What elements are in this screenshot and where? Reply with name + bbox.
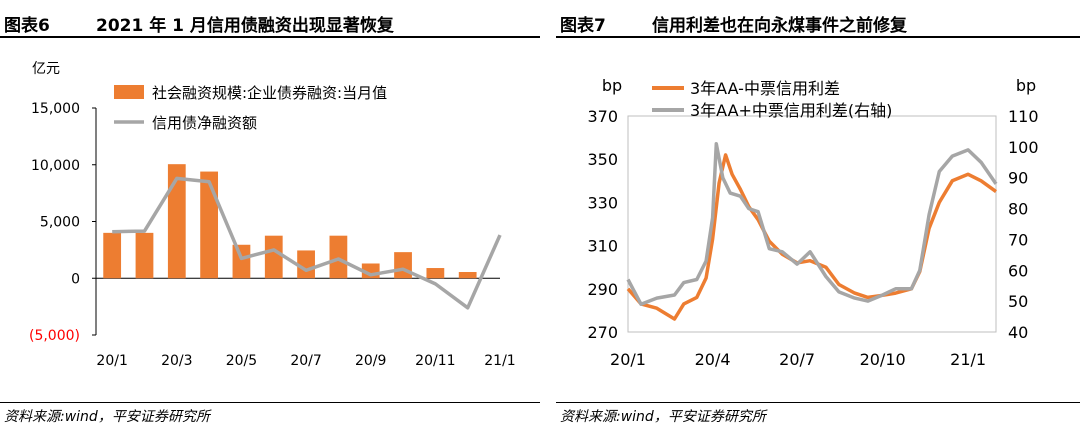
x-tick-label: 20/11 xyxy=(415,353,455,369)
figure-6-source-row: 资料来源:wind，平安证券研究所 xyxy=(0,402,540,427)
y-left-tick-label: 350 xyxy=(587,150,618,169)
figure-6-label: 图表6 xyxy=(4,16,50,36)
y-right-unit: bp xyxy=(1016,76,1036,95)
bar-20/6 xyxy=(264,235,283,279)
y-tick-label: 10,000 xyxy=(31,158,80,174)
y-axis-unit: 亿元 xyxy=(32,61,60,77)
y-right-tick-label: 110 xyxy=(1008,107,1039,126)
bar-20/5 xyxy=(232,244,251,279)
figure-7-title: 信用利差也在向永煤事件之前修复 xyxy=(652,16,907,36)
x-tick-label: 20/4 xyxy=(695,350,731,369)
x-tick-label: 20/5 xyxy=(226,353,257,369)
y-left-tick-label: 310 xyxy=(587,237,618,256)
legend-label-bar: 社会融资规模:企业债券融资:当月值 xyxy=(152,84,387,102)
y-left-tick-label: 370 xyxy=(587,107,618,126)
figure-6-source: 资料来源:wind，平安证券研究所 xyxy=(4,409,210,425)
legend-label-aa-minus: 3年AA-中票信用利差 xyxy=(690,79,840,98)
bar-20/8 xyxy=(329,235,348,279)
figure-7-source-row: 资料来源:wind，平安证券研究所 xyxy=(556,402,1080,427)
figure-6: 图表6 2021 年 1 月信用债融资出现显著恢复 (5,000) 0 5,000 1… xyxy=(0,6,540,427)
x-tick-label: 20/9 xyxy=(355,353,386,369)
y-left-tick-label: 290 xyxy=(587,280,618,299)
y-tick-label: (5,000) xyxy=(29,328,80,344)
figure-7: 图表7 信用利差也在向永煤事件之前修复 270 290 310 330 350 370 40… xyxy=(556,0,1080,440)
y-left-tick-label: 270 xyxy=(587,323,618,342)
x-tick-label: 21/1 xyxy=(484,353,515,369)
financing-chart: (5,000) 0 5,000 10,000 15,000 亿元 20/1 20/3 20/5 2… xyxy=(29,61,516,369)
bar-20/3 xyxy=(167,164,186,279)
y-right-tick-label: 40 xyxy=(1008,323,1028,342)
line-series-aa-plus xyxy=(626,142,998,306)
bar-20/2 xyxy=(135,232,154,279)
y-right-tick-label: 90 xyxy=(1008,169,1028,188)
bar-20/7 xyxy=(297,250,315,279)
y-tick-label: 15,000 xyxy=(31,101,80,117)
plot-frame xyxy=(627,115,997,333)
legend-swatch-bar xyxy=(114,85,144,99)
x-tick-label: 20/1 xyxy=(96,353,127,369)
x-tick-label: 21/1 xyxy=(950,350,986,369)
figure-7-source: 资料来源:wind，平安证券研究所 xyxy=(560,409,766,425)
figure-6-title-row: 图表6 2021 年 1 月信用债融资出现显著恢复 xyxy=(0,6,540,38)
y-left-unit: bp xyxy=(602,76,622,95)
line-series-credit-bond xyxy=(112,176,502,310)
figure-6-title: 2021 年 1 月信用债融资出现显著恢复 xyxy=(96,16,394,36)
figure-7-title-row: 图表7 信用利差也在向永煤事件之前修复 xyxy=(556,6,1080,38)
y-right-tick-label: 100 xyxy=(1008,138,1039,157)
y-tick-label: 0 xyxy=(71,271,80,287)
y-right-tick-label: 60 xyxy=(1008,261,1028,280)
bar-20/4 xyxy=(200,171,219,279)
y-right-tick-label: 80 xyxy=(1008,200,1028,219)
bar-20/1 xyxy=(103,232,122,279)
y-tick-label: 5,000 xyxy=(40,215,80,231)
y-left-tick-label: 330 xyxy=(587,193,618,212)
figure-7-label: 图表7 xyxy=(560,16,606,36)
y-right-tick-label: 50 xyxy=(1008,292,1028,311)
spread-chart: 270 290 310 330 350 370 40 50 60 70 80 90 100 110 bp bp… xyxy=(587,76,1039,369)
legend-label-aa-plus: 3年AA+中票信用利差(右轴) xyxy=(690,101,892,120)
x-tick-label: 20/10 xyxy=(860,350,906,369)
x-tick-label: 20/7 xyxy=(779,350,815,369)
y-right-tick-label: 70 xyxy=(1008,230,1028,249)
x-tick-label: 20/1 xyxy=(610,350,646,369)
x-tick-label: 20/3 xyxy=(161,353,192,369)
bar-20/11 xyxy=(426,268,445,279)
bar-20/10 xyxy=(394,252,412,279)
bar-20/12 xyxy=(458,272,477,279)
legend-label-line: 信用债净融资额 xyxy=(152,114,257,132)
line-series-aa-minus xyxy=(626,153,998,321)
x-tick-label: 20/7 xyxy=(290,353,321,369)
